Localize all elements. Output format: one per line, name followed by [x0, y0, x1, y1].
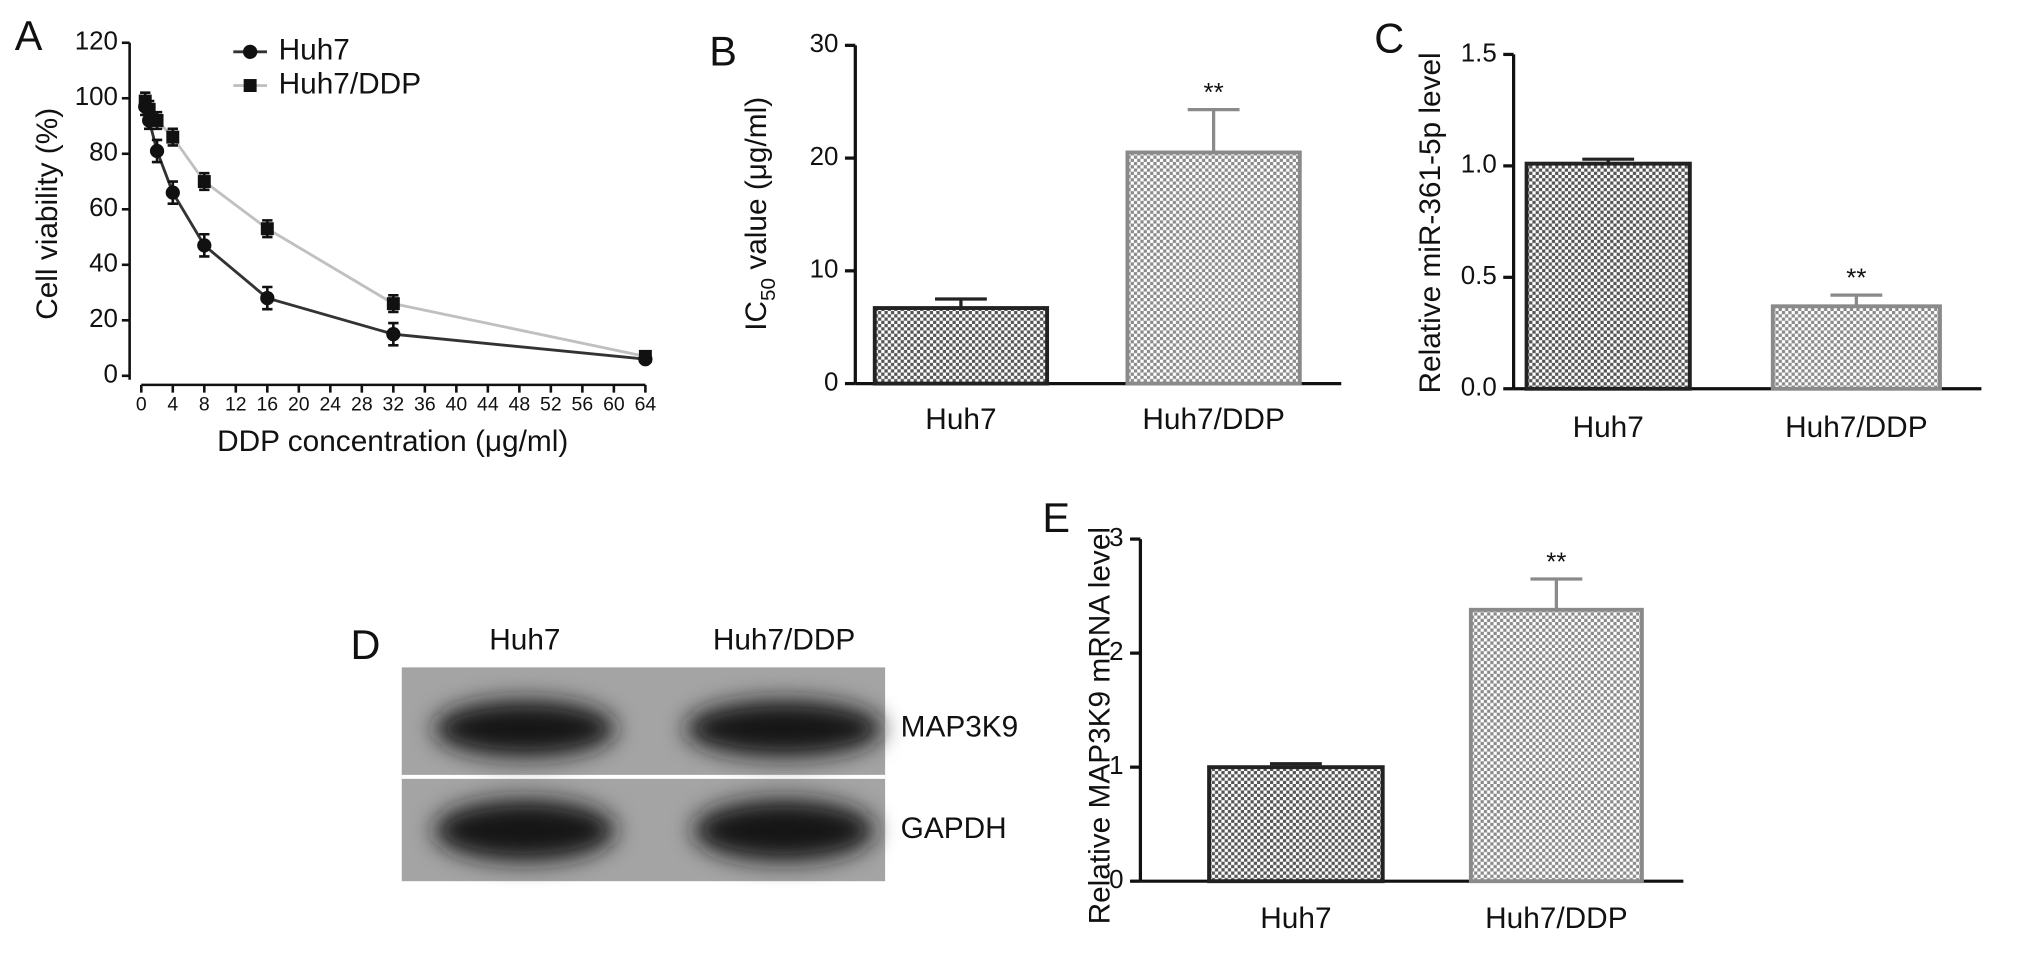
y-tick-label: 0 [104, 361, 118, 389]
x-tick-label: 4 [167, 394, 178, 416]
x-tick-label: Huh7 [1573, 411, 1644, 444]
band-label: MAP3K9 [901, 710, 1019, 743]
marker [260, 222, 274, 236]
band-label: GAPDH [901, 812, 1007, 845]
y-axis-title-part: 50 [757, 278, 780, 301]
y-tick-label: 20 [89, 305, 118, 333]
x-tick-label: 8 [199, 394, 210, 416]
bar [872, 306, 1050, 386]
y-tick-label: 1 [1109, 752, 1123, 780]
x-tick-label: 40 [446, 394, 468, 416]
bar [1125, 150, 1302, 386]
blot-band [685, 700, 883, 758]
y-axis-title-part: IC [740, 301, 773, 331]
x-tick-label: 44 [477, 394, 499, 416]
y-axis-title: IC50 value (μg/ml) [740, 97, 780, 331]
blot-band [434, 799, 616, 862]
y-axis-title-part: value (μg/ml) [740, 97, 773, 278]
y-tick-label: 0.0 [1461, 374, 1497, 402]
panel-letter: E [1042, 494, 1070, 541]
marker [197, 175, 211, 189]
marker [150, 113, 164, 127]
blot-band [434, 700, 616, 758]
y-tick-label: 2 [1109, 638, 1123, 666]
x-tick-label: 20 [288, 394, 310, 416]
blot-band [693, 799, 875, 862]
x-tick-label: 16 [257, 394, 279, 416]
error-bar [1187, 107, 1240, 153]
y-tick-label: 40 [89, 250, 118, 278]
y-axis-title: Relative MAP3K9 mRNA level [1083, 527, 1116, 924]
significance: ** [1546, 548, 1566, 576]
y-tick-label: 60 [89, 194, 118, 222]
x-tick-label: 36 [414, 394, 436, 416]
bar [1468, 607, 1644, 884]
marker [149, 143, 165, 159]
y-tick-label: 3 [1109, 524, 1123, 552]
panel-letter: A [15, 12, 43, 59]
x-tick-label: 60 [603, 394, 625, 416]
legend-marker [243, 79, 257, 93]
series-line [143, 106, 646, 361]
x-tick-label: 48 [509, 394, 531, 416]
y-tick-label: 0 [824, 368, 838, 396]
legend-marker [243, 44, 258, 59]
x-tick-label: 64 [635, 394, 657, 416]
x-tick-label: 32 [383, 394, 405, 416]
x-tick-label: 52 [540, 394, 562, 416]
x-tick-label: 12 [225, 394, 247, 416]
y-tick-label: 30 [810, 30, 839, 58]
x-tick-label: Huh7/DDP [1785, 411, 1927, 444]
marker [142, 102, 156, 116]
marker [638, 349, 652, 363]
marker [166, 130, 180, 144]
y-tick-label: 10 [810, 256, 839, 284]
y-tick-label: 80 [89, 139, 118, 167]
lane-label: Huh7 [489, 623, 560, 656]
bar [1207, 765, 1385, 884]
marker [386, 297, 400, 311]
y-tick-label: 20 [810, 143, 839, 171]
significance: ** [1846, 264, 1866, 292]
y-tick-label: 100 [75, 83, 118, 111]
marker [386, 327, 401, 342]
y-axis-title: Relative miR-361-5p level [1414, 52, 1447, 393]
x-tick-label: Huh7 [925, 403, 996, 436]
y-tick-label: 0 [1109, 866, 1123, 894]
bar [1524, 161, 1692, 391]
y-tick-label: 1.0 [1461, 151, 1497, 179]
series-line [143, 100, 646, 358]
y-axis-title: Cell viability (%) [31, 108, 64, 320]
x-tick-label: 0 [136, 394, 147, 416]
x-axis-title: DDP concentration (μg/ml) [217, 425, 568, 458]
y-tick-label: 1.5 [1461, 39, 1497, 67]
x-tick-label: 56 [572, 394, 594, 416]
legend-label: Huh7 [279, 34, 350, 67]
panel-letter: C [1374, 14, 1404, 61]
panel-letter: D [351, 621, 381, 668]
x-tick-label: 24 [320, 394, 342, 416]
error-bar [1530, 577, 1583, 610]
marker [260, 290, 275, 306]
x-tick-label: Huh7/DDP [1142, 403, 1284, 436]
x-tick-label: Huh7 [1260, 902, 1331, 935]
significance: ** [1204, 79, 1224, 107]
marker [165, 185, 180, 200]
x-tick-label: 28 [351, 394, 373, 416]
y-tick-label: 120 [75, 28, 118, 56]
panel-letter: B [709, 27, 737, 74]
y-tick-label: 0.5 [1461, 262, 1497, 290]
lane-label: Huh7/DDP [713, 623, 855, 656]
legend-label: Huh7/DDP [279, 67, 421, 100]
bar [1770, 304, 1942, 391]
marker [197, 238, 212, 253]
x-tick-label: Huh7/DDP [1485, 902, 1627, 935]
